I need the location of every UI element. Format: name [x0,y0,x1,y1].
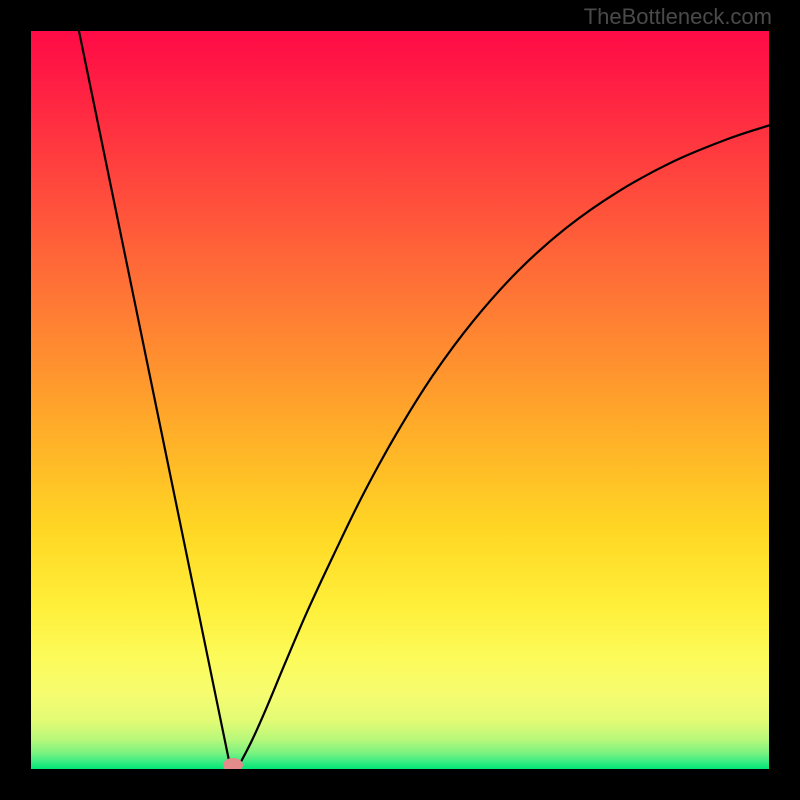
bottleneck-curve [31,31,769,769]
watermark-text: TheBottleneck.com [584,4,772,30]
plot-area [31,31,769,769]
curve-path [79,31,769,767]
vertex-marker [223,758,243,769]
